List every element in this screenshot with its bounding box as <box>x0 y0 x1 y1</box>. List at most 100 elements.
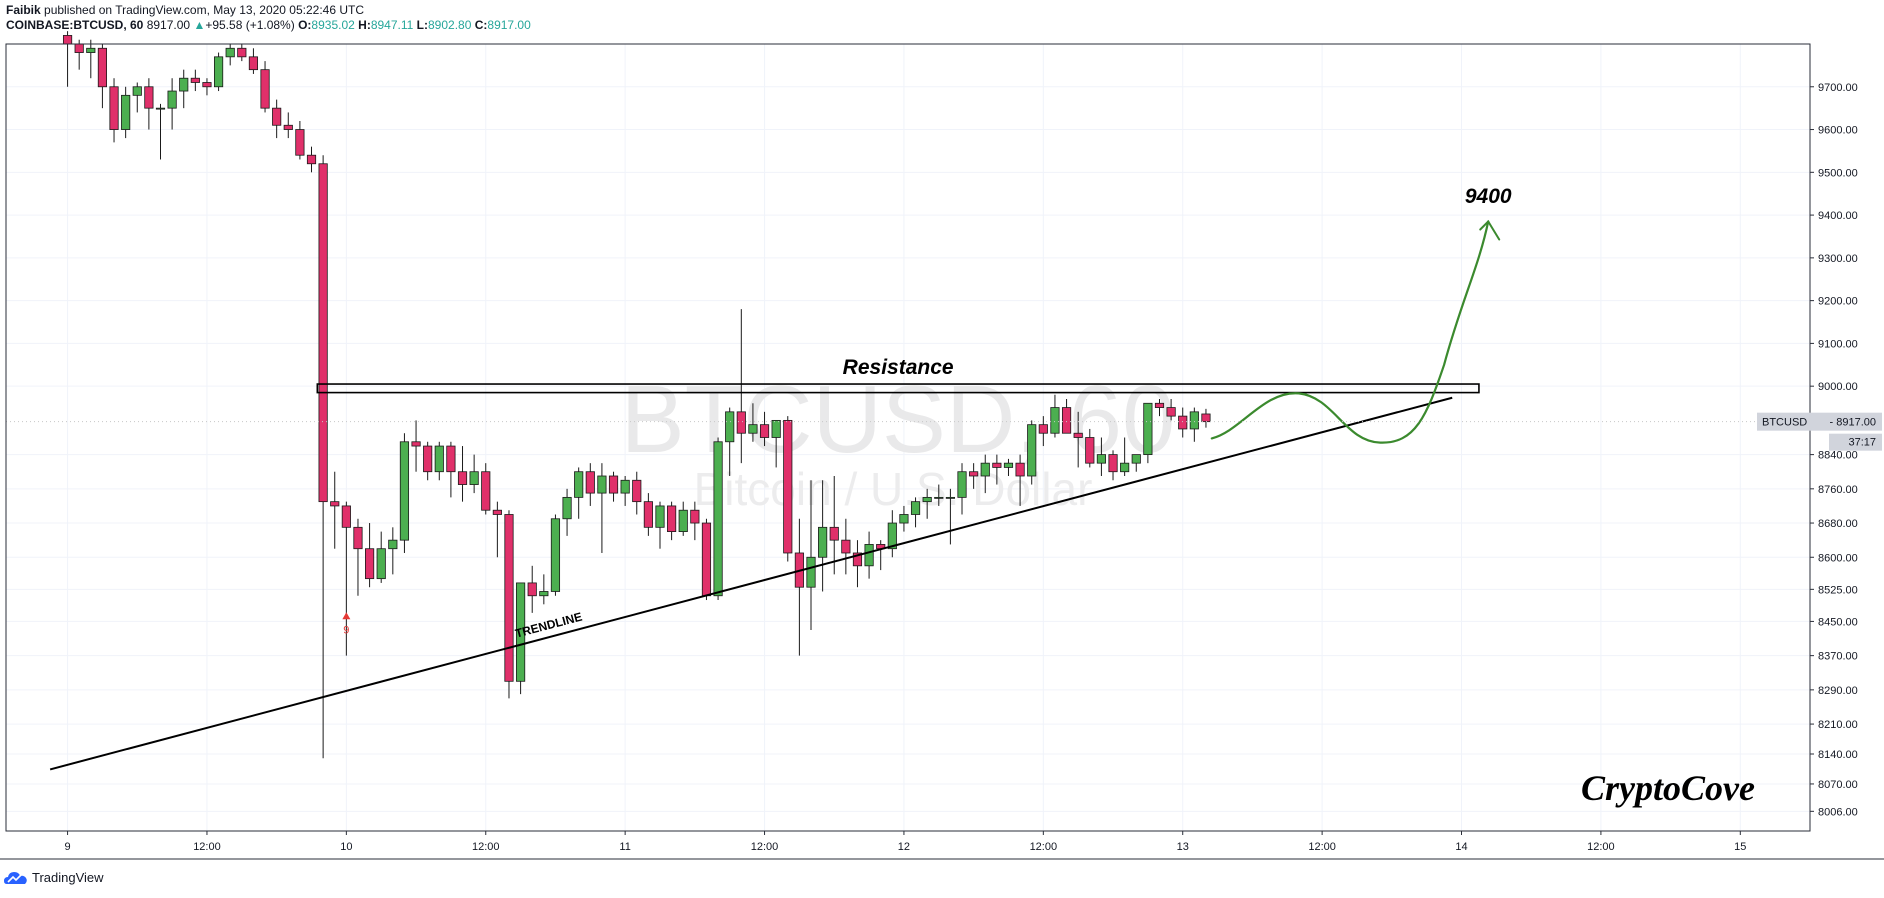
candle[interactable] <box>818 480 828 592</box>
candle[interactable] <box>922 488 932 519</box>
candle[interactable] <box>62 31 73 87</box>
candle[interactable] <box>353 518 363 596</box>
candle[interactable] <box>213 52 224 92</box>
candle[interactable] <box>295 120 305 160</box>
candle[interactable] <box>701 518 712 601</box>
candle[interactable] <box>934 484 944 506</box>
candle[interactable] <box>376 531 386 583</box>
candle[interactable] <box>876 540 886 571</box>
candle[interactable] <box>132 82 142 113</box>
candle[interactable] <box>434 441 444 481</box>
candle[interactable] <box>202 78 212 96</box>
resistance-zone[interactable] <box>316 383 1480 394</box>
candle[interactable] <box>341 501 351 656</box>
candle[interactable] <box>829 475 839 575</box>
candle[interactable] <box>992 454 1002 485</box>
footer-brand[interactable]: TradingView <box>4 870 104 885</box>
candle[interactable] <box>910 497 921 528</box>
candle[interactable] <box>283 112 293 139</box>
candle[interactable] <box>516 582 526 695</box>
candle[interactable] <box>945 488 955 545</box>
candle[interactable] <box>794 518 804 656</box>
candle[interactable] <box>632 471 642 515</box>
candle[interactable] <box>957 463 967 515</box>
projection-path[interactable] <box>1210 220 1490 444</box>
candle[interactable] <box>655 501 665 549</box>
candle[interactable] <box>237 44 247 62</box>
candle[interactable] <box>469 454 479 494</box>
candle[interactable] <box>260 61 270 113</box>
candle[interactable] <box>1027 420 1037 485</box>
candle[interactable] <box>492 501 502 558</box>
candle[interactable] <box>562 488 572 536</box>
candle[interactable] <box>783 416 793 562</box>
candle[interactable] <box>97 44 107 109</box>
candle[interactable] <box>597 463 607 553</box>
candle[interactable] <box>248 48 259 74</box>
last-price-tag[interactable]: BTCUSD - 8917.00 37:17 <box>1757 412 1882 451</box>
candle[interactable] <box>388 527 398 575</box>
candle[interactable] <box>806 480 816 630</box>
candle[interactable] <box>1096 437 1106 476</box>
candle[interactable] <box>725 407 735 476</box>
candle[interactable] <box>190 69 200 92</box>
candle[interactable] <box>155 103 166 160</box>
candle[interactable] <box>1050 394 1060 438</box>
candle[interactable] <box>225 44 235 66</box>
candle[interactable] <box>887 510 897 558</box>
candle[interactable] <box>167 78 177 130</box>
candle[interactable] <box>1120 437 1130 476</box>
candle[interactable] <box>585 463 595 506</box>
candle[interactable] <box>736 309 746 464</box>
candle[interactable] <box>457 446 468 502</box>
candle[interactable] <box>1015 454 1025 506</box>
candle[interactable] <box>969 463 979 489</box>
candle[interactable] <box>306 146 317 173</box>
candle[interactable] <box>86 39 96 79</box>
candle[interactable] <box>318 155 328 759</box>
candle[interactable] <box>841 518 851 575</box>
candle[interactable] <box>1166 399 1176 421</box>
candle[interactable] <box>121 86 131 139</box>
candle[interactable] <box>1201 408 1211 428</box>
candle[interactable] <box>365 523 375 588</box>
candle[interactable] <box>864 531 874 579</box>
candle[interactable] <box>1131 454 1141 472</box>
candle[interactable] <box>852 540 863 588</box>
candle[interactable] <box>330 471 340 549</box>
price-axis[interactable]: 9700.00 9600.00 9500.00 9400.00 9300.00 9200.… <box>1757 82 1882 819</box>
candle[interactable] <box>539 574 549 605</box>
candle[interactable] <box>608 471 619 502</box>
candle[interactable] <box>423 441 433 481</box>
candle[interactable] <box>1085 428 1095 468</box>
candle[interactable] <box>550 514 561 596</box>
candle[interactable] <box>899 505 909 532</box>
author-name[interactable]: Faibik <box>6 3 41 17</box>
candle[interactable] <box>620 475 630 506</box>
candle[interactable] <box>759 411 770 447</box>
candle[interactable] <box>179 69 189 109</box>
candlestick-series[interactable] <box>62 31 1211 759</box>
candle[interactable] <box>1108 450 1118 481</box>
candle[interactable] <box>667 501 677 541</box>
time-axis[interactable]: 9 12:00 10 12:00 11 12:00 12 12:00 13 12:00 14 12:0… <box>65 831 1747 853</box>
candle[interactable] <box>446 441 456 498</box>
candle[interactable] <box>504 510 514 699</box>
candle[interactable] <box>1143 402 1153 464</box>
candle[interactable] <box>690 501 700 541</box>
candle[interactable] <box>1073 411 1083 468</box>
candle[interactable] <box>1178 407 1188 438</box>
candle[interactable] <box>574 467 584 519</box>
candle[interactable] <box>678 501 688 536</box>
candle[interactable] <box>527 565 537 613</box>
candle[interactable] <box>713 437 723 601</box>
symbol-label[interactable]: COINBASE:BTCUSD, 60 <box>6 18 144 32</box>
trendline[interactable] <box>49 396 1453 771</box>
candle[interactable] <box>144 78 154 130</box>
candle[interactable] <box>399 433 410 553</box>
candle[interactable] <box>411 420 421 472</box>
candle[interactable] <box>1003 458 1014 476</box>
candle[interactable] <box>1189 407 1199 442</box>
candle[interactable] <box>748 403 758 442</box>
candle[interactable] <box>272 99 282 139</box>
